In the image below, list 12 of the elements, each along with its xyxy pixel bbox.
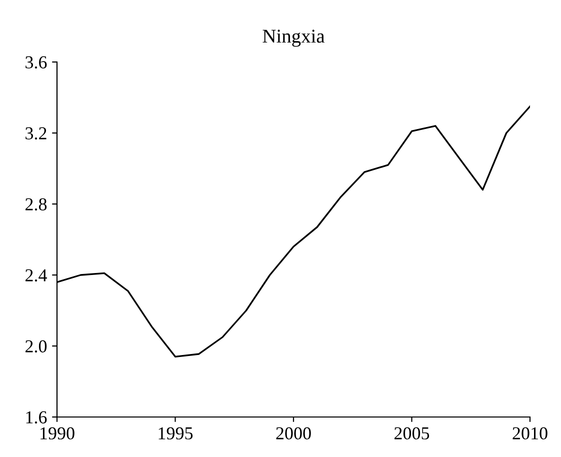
x-tick-label: 2010 <box>512 427 548 440</box>
y-tick-label: 3.6 <box>26 56 47 69</box>
x-tick-label: 2000 <box>276 427 311 440</box>
chart-title: Ningxia <box>262 30 325 47</box>
y-tick-label: 3.2 <box>26 127 46 140</box>
y-tick-label: 2.0 <box>26 340 47 353</box>
x-tick-label: 1995 <box>158 427 193 440</box>
y-tick-label: 2.8 <box>26 198 47 211</box>
y-tick-label: 1.6 <box>26 411 47 424</box>
x-tick-label: 1990 <box>40 427 74 440</box>
x-tick-label: 2005 <box>394 427 430 440</box>
y-tick-label: 2.4 <box>26 269 47 282</box>
